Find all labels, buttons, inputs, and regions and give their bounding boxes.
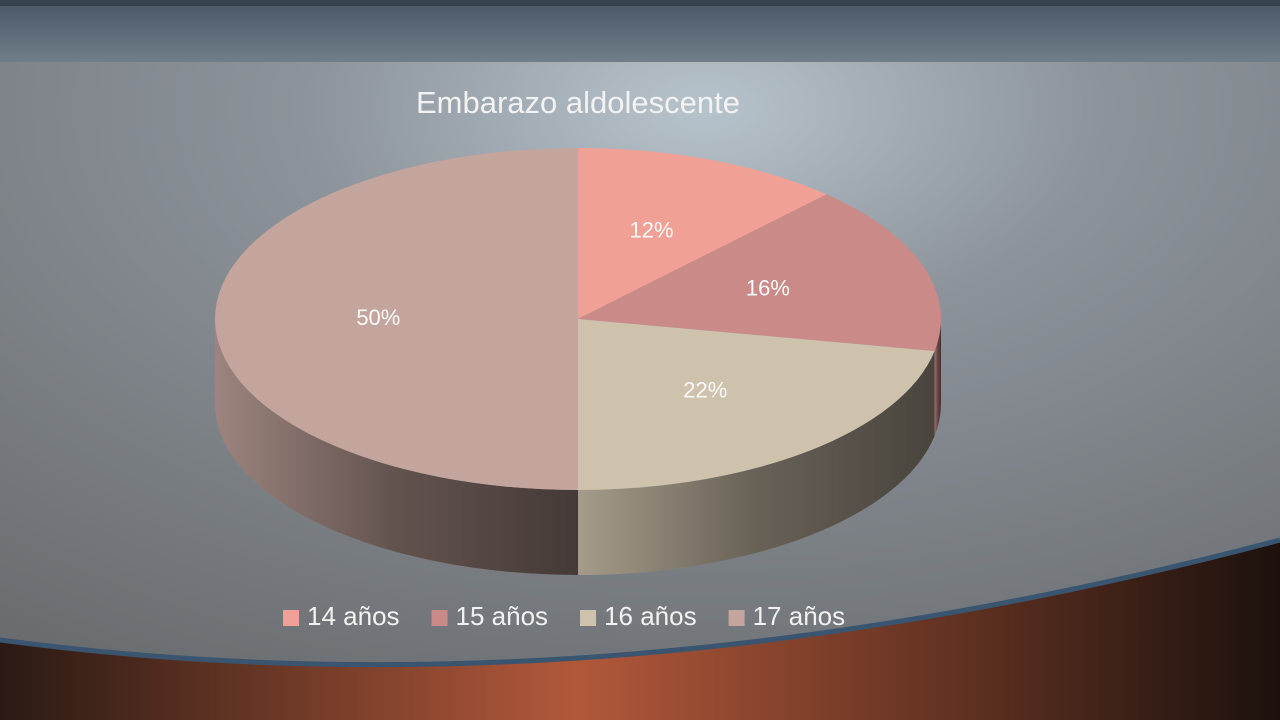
data-label: 16% bbox=[746, 276, 790, 301]
slice-side-shade bbox=[215, 319, 578, 575]
slice bbox=[215, 148, 578, 490]
slice bbox=[578, 319, 935, 490]
chart-title: Embarazo aldolescente bbox=[416, 85, 740, 120]
slice bbox=[578, 148, 827, 319]
floor bbox=[0, 540, 1280, 720]
slice bbox=[578, 194, 941, 352]
legend-swatch bbox=[728, 610, 745, 626]
top-bar bbox=[0, 0, 1280, 62]
top-edge bbox=[0, 0, 1280, 6]
data-label: 12% bbox=[629, 217, 673, 242]
floor-edge bbox=[0, 537, 1280, 668]
legend-label: 16 años bbox=[604, 601, 697, 631]
slice-side-shade bbox=[934, 319, 941, 437]
pie: 12% 16% 22% 50% bbox=[215, 148, 941, 575]
legend-label: 14 años bbox=[307, 601, 400, 631]
legend-label: 17 años bbox=[753, 601, 846, 631]
legend-swatch bbox=[580, 610, 597, 626]
data-label: 22% bbox=[683, 377, 727, 402]
legend-swatch bbox=[431, 610, 448, 626]
legend-label: 15 años bbox=[456, 601, 549, 631]
legend: 14 años 15 años 16 años 17 años bbox=[283, 601, 845, 631]
slice-side-shade bbox=[578, 351, 935, 575]
legend-swatch bbox=[283, 610, 299, 626]
data-label: 50% bbox=[356, 305, 400, 330]
